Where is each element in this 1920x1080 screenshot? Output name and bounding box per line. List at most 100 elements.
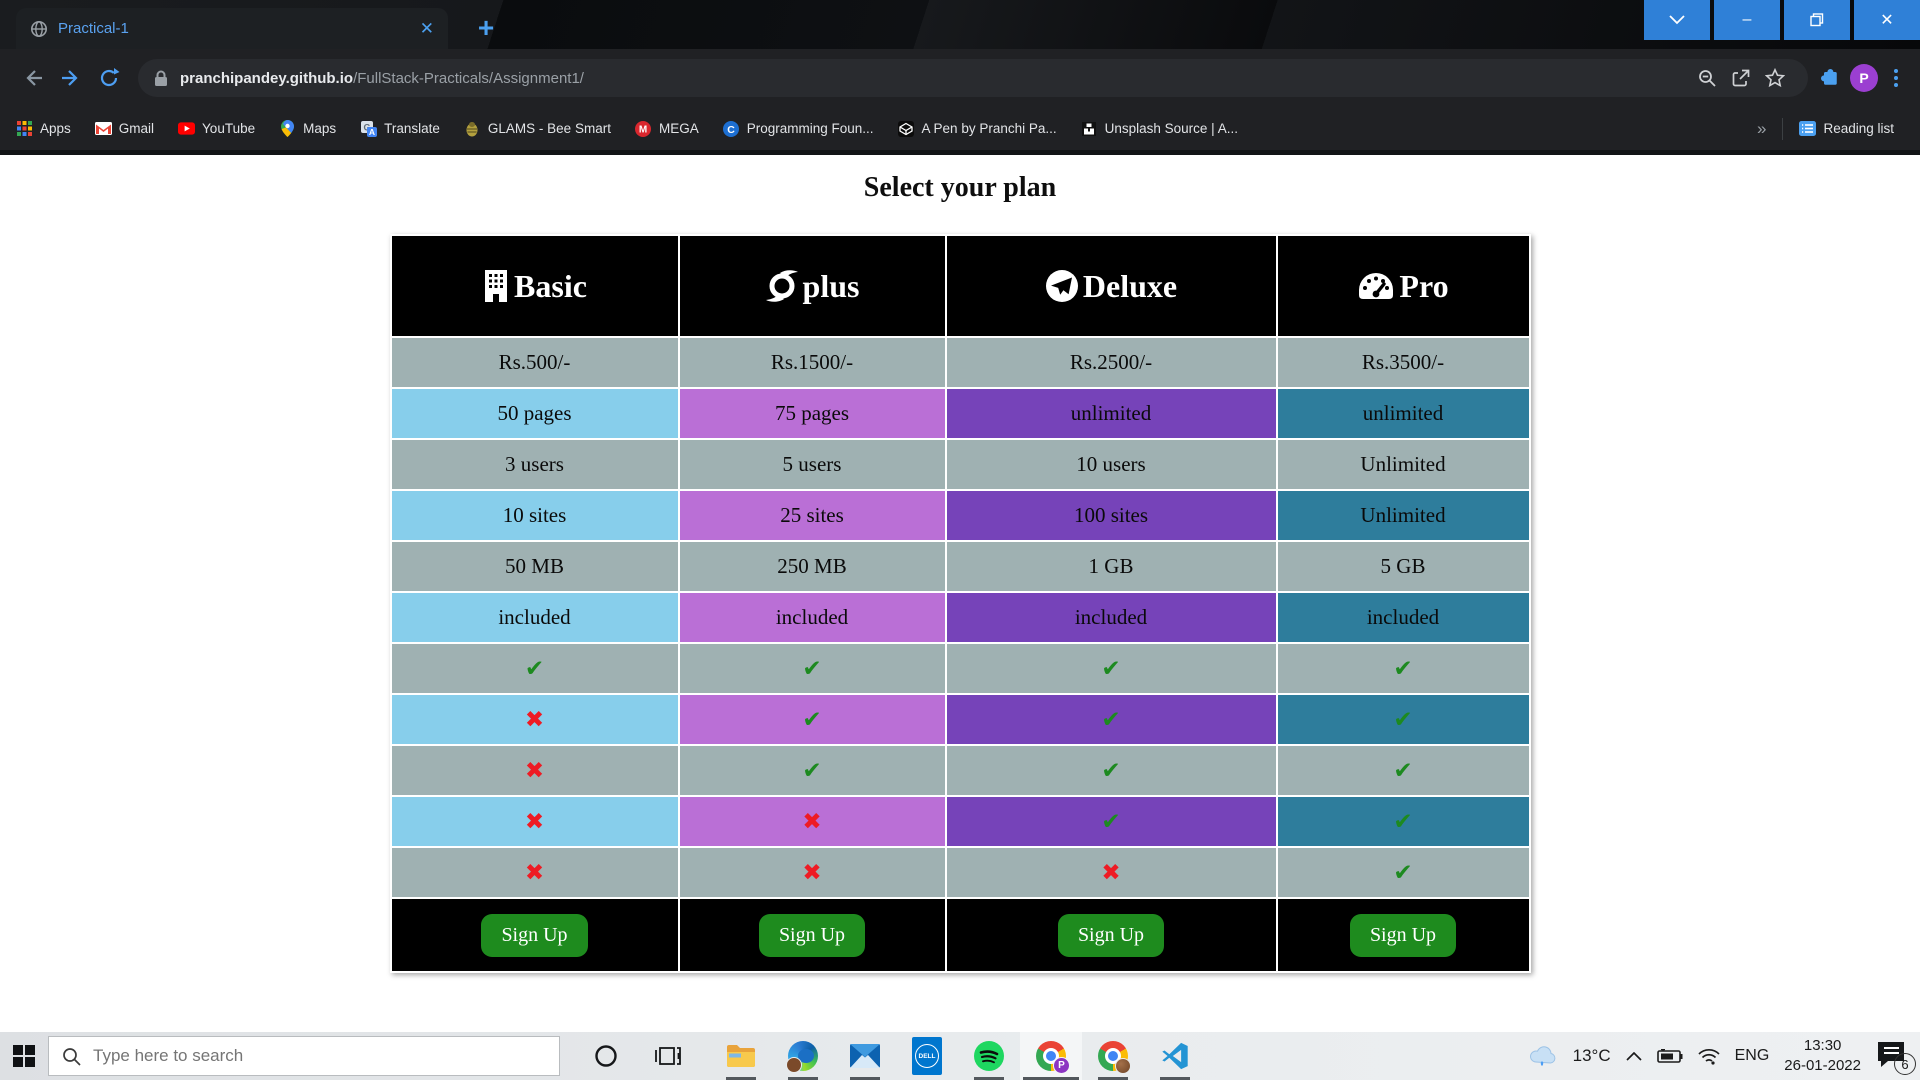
bookmark-label: Unsplash Source | A... (1104, 121, 1238, 136)
forward-icon[interactable] (52, 59, 90, 97)
feature-text-cell: unlimited (1275, 387, 1531, 440)
bookmarks-overflow-icon[interactable]: » (1756, 118, 1767, 138)
bookmark-codepen[interactable]: A Pen by Pranchi Pa... (898, 120, 1057, 137)
check-icon: ✔ (1101, 655, 1121, 682)
taskbar-vscode[interactable] (1144, 1032, 1206, 1080)
taskbar-search[interactable] (48, 1036, 560, 1076)
feature-text-cell: unlimited (944, 387, 1278, 440)
feature-mark-cell: ✖ (389, 744, 680, 797)
check-icon: ✔ (1393, 757, 1413, 784)
feature-mark-cell: ✔ (1275, 795, 1531, 848)
cross-icon: ✖ (524, 808, 545, 835)
plan-table-body: Rs.500/- Rs.1500/- Rs.2500/- Rs.3500/- 50 pa… (389, 336, 1531, 899)
browser-tab[interactable]: Practical-1 ✕ (16, 8, 448, 49)
cross-icon: ✖ (802, 859, 822, 886)
maps-pin-icon (279, 120, 296, 137)
tab-close-icon[interactable]: ✕ (419, 18, 434, 38)
check-icon: ✔ (1101, 808, 1121, 835)
extensions-puzzle-icon[interactable] (1818, 66, 1842, 90)
battery-icon[interactable] (1656, 1049, 1683, 1063)
signup-cell: Sign Up (944, 897, 1278, 973)
bookmark-label: Programming Foun... (746, 121, 874, 136)
bookmark-glams[interactable]: GLAMS - Bee Smart (464, 120, 611, 137)
plan-table-row: ✖ ✔ ✔ ✔ (389, 693, 1531, 746)
window-restore-button[interactable] (1784, 0, 1850, 40)
feature-text-cell: included (389, 591, 680, 644)
plan-name: Basic (514, 267, 587, 304)
codepen-icon (898, 120, 915, 137)
zoom-out-icon[interactable] (1690, 61, 1724, 95)
bookmark-mega[interactable]: M MEGA (635, 120, 699, 137)
window-minimize-button[interactable]: – (1714, 0, 1780, 40)
feature-mark-cell: ✖ (389, 795, 680, 848)
building-icon (482, 269, 510, 303)
search-input[interactable] (93, 1046, 513, 1066)
signup-button-deluxe[interactable]: Sign Up (1057, 913, 1165, 957)
signup-button-pro[interactable]: Sign Up (1349, 913, 1457, 957)
feature-text-cell: Rs.2500/- (944, 336, 1278, 389)
browser-menu-icon[interactable] (1894, 69, 1898, 87)
bookmark-unsplash[interactable]: Unsplash Source | A... (1081, 120, 1238, 137)
address-bar[interactable]: pranchipandey.github.io/FullStack-Practi… (138, 59, 1808, 97)
notification-center-icon[interactable]: 6 (1876, 1041, 1916, 1075)
bookmark-apps[interactable]: Apps (16, 120, 71, 137)
window-close-button[interactable]: ✕ (1854, 0, 1920, 40)
bookmark-youtube[interactable]: YouTube (178, 120, 255, 137)
taskbar-chrome-secondary[interactable] (1082, 1032, 1144, 1080)
webpage-content: Select your plan Basic (0, 155, 1920, 1032)
profile-avatar[interactable]: P (1850, 64, 1878, 92)
feature-text-cell: 50 pages (389, 387, 680, 440)
feature-text-cell: Rs.1500/- (677, 336, 947, 389)
start-button[interactable] (0, 1032, 48, 1080)
signup-cell: Sign Up (389, 897, 680, 973)
wifi-icon[interactable] (1697, 1048, 1720, 1065)
tab-strip: Practical-1 ✕ + – ✕ (0, 0, 1920, 49)
bookmarks-divider (1782, 117, 1784, 140)
tachometer-icon (1357, 271, 1395, 301)
bookmark-programming-foundations[interactable]: C Programming Foun... (723, 120, 874, 137)
plan-name: plus (802, 267, 860, 304)
weather-temp[interactable]: 13°C (1572, 1046, 1611, 1065)
feature-mark-cell: ✖ (389, 693, 680, 746)
feature-mark-cell: ✔ (1275, 744, 1531, 797)
signup-button-plus[interactable]: Sign Up (758, 913, 866, 957)
bookmark-star-icon[interactable] (1758, 61, 1792, 95)
tray-chevron-icon[interactable] (1625, 1051, 1642, 1061)
window-chevron-button[interactable] (1644, 0, 1710, 40)
taskbar-spotify[interactable] (958, 1032, 1020, 1080)
feature-text-cell: Unlimited (1275, 438, 1531, 491)
language-indicator[interactable]: ENG (1734, 1047, 1770, 1064)
new-tab-button[interactable]: + (477, 12, 495, 43)
feature-mark-cell: ✖ (677, 846, 947, 899)
unsplash-icon (1081, 120, 1098, 137)
feature-text-cell: 10 sites (389, 489, 680, 542)
back-icon[interactable] (14, 59, 52, 97)
url-text: pranchipandey.github.io/FullStack-Practi… (180, 70, 584, 87)
taskbar-mail[interactable] (834, 1032, 896, 1080)
gmail-icon (94, 120, 112, 137)
cortana-icon[interactable] (582, 1032, 630, 1080)
signup-cell: Sign Up (677, 897, 947, 973)
page-title: Select your plan (863, 172, 1057, 203)
reading-list-label: Reading list (1823, 121, 1894, 136)
reload-icon[interactable] (90, 59, 128, 97)
share-icon[interactable] (1724, 61, 1758, 95)
feature-text-cell: 1 GB (944, 540, 1278, 593)
feature-mark-cell: ✔ (1275, 846, 1531, 899)
task-view-icon[interactable] (644, 1032, 692, 1080)
taskbar-clock[interactable]: 13:30 26-01-2022 (1784, 1036, 1861, 1077)
signup-button-basic[interactable]: Sign Up (481, 913, 588, 957)
plan-header-deluxe: Deluxe (944, 234, 1278, 338)
taskbar-chrome-active[interactable]: P (1020, 1032, 1082, 1080)
bookmark-maps[interactable]: Maps (279, 120, 336, 137)
reading-list-button[interactable]: Reading list (1799, 120, 1894, 137)
bookmark-gmail[interactable]: Gmail (94, 120, 154, 137)
taskbar-file-explorer[interactable] (710, 1032, 772, 1080)
globe-favicon-icon (30, 20, 48, 38)
taskbar-dell[interactable]: DELL (896, 1032, 958, 1080)
bee-icon (464, 120, 481, 137)
taskbar-edge[interactable] (772, 1032, 834, 1080)
feature-text-cell: Unlimited (1275, 489, 1531, 542)
